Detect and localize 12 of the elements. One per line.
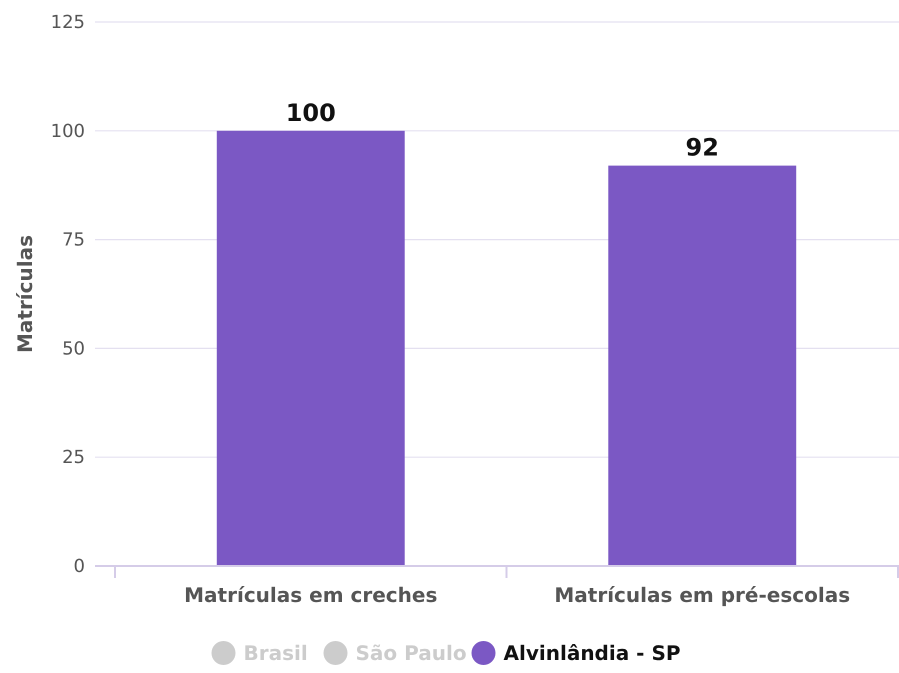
x-tick-label: Matrículas em pré-escolas [554, 583, 850, 607]
y-tick-label: 25 [62, 447, 85, 468]
y-tick-label: 50 [62, 338, 85, 360]
data-label: 92 [686, 134, 719, 162]
y-tick-label: 75 [62, 230, 85, 251]
y-tick-label: 0 [74, 556, 85, 577]
x-tick-label: Matrículas em creches [184, 583, 438, 607]
y-tick-label: 125 [50, 12, 85, 33]
legend-label: Alvinlândia - SP [504, 641, 681, 665]
y-tick-label: 100 [50, 120, 85, 142]
data-label: 100 [286, 98, 336, 127]
y-axis-title: Matrículas [13, 234, 37, 354]
